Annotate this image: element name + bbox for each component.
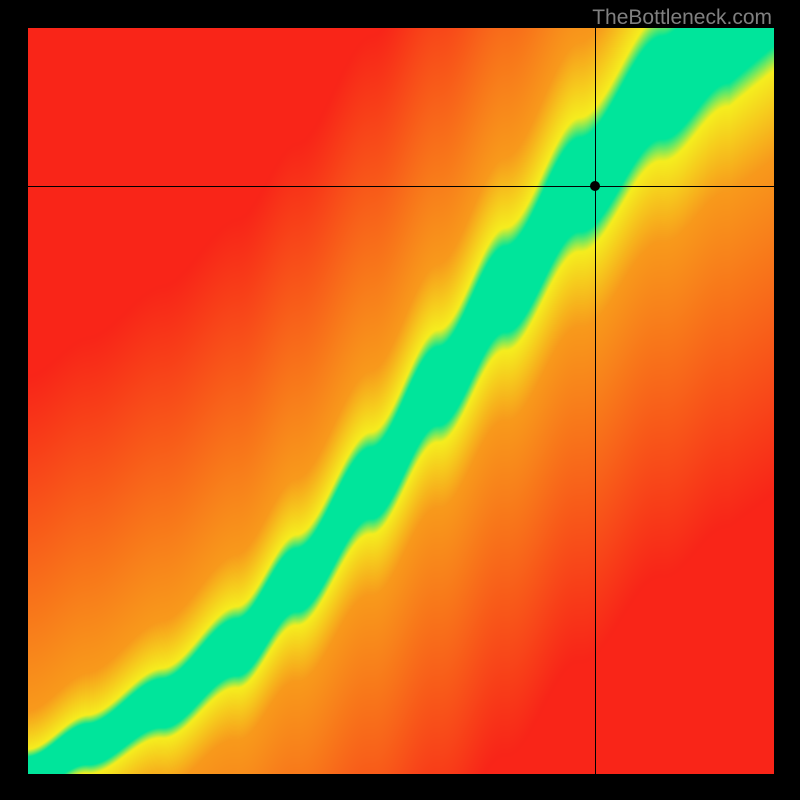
crosshair-horizontal: [28, 186, 774, 187]
plot-area: [28, 28, 774, 774]
heatmap-canvas: [28, 28, 774, 774]
crosshair-vertical: [595, 28, 596, 774]
chart-container: TheBottleneck.com: [0, 0, 800, 800]
crosshair-marker: [590, 181, 600, 191]
watermark-text: TheBottleneck.com: [592, 6, 772, 30]
